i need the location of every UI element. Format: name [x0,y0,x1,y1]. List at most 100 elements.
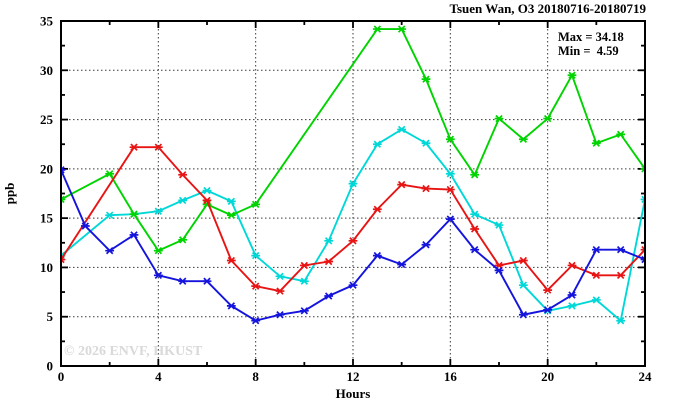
red-series-marker [470,225,480,233]
red-series-marker [543,286,553,294]
x-tick-label: 24 [639,369,653,384]
blue-series-marker [421,241,431,249]
red-series-marker [324,257,334,266]
cyan-series-marker [178,196,188,205]
blue-series-marker [494,266,504,275]
max-annotation: Max = 34.18 [558,30,624,44]
red-series-marker [226,256,236,265]
blue-series-marker [251,316,261,325]
cyan-series-marker [324,237,334,245]
y-axis-label: ppb [2,183,17,205]
green-series-marker [372,25,382,33]
cyan-series-marker [251,251,261,260]
blue-series-marker [129,231,139,239]
red-series-marker [202,196,212,205]
blue-series-marker [616,245,626,254]
x-tick-label: 8 [252,369,259,384]
axis-ticks [60,20,646,367]
blue-series-marker [275,311,285,319]
y-tick-label: 5 [47,309,54,324]
red-series-marker [445,185,455,194]
red-series-marker [299,261,309,270]
red-series-marker [178,171,188,179]
plot-border [60,20,646,367]
x-tick-label: 12 [347,369,360,384]
cyan-series-marker [105,211,115,219]
green-series-line [60,28,646,252]
red-series-marker [397,180,407,189]
green-series-marker [470,171,480,179]
min-annotation: Min = 4.59 [558,44,619,58]
blue-series-marker [226,302,236,310]
green-series-marker [226,211,236,219]
cyan-series-marker [348,179,358,188]
blue-series-marker [348,281,358,289]
cyan-series-marker [591,296,601,304]
blue-series-marker [543,306,553,314]
series-layer [60,25,646,325]
x-tick-label: 16 [444,369,458,384]
x-tick-label: 4 [155,369,162,384]
green-series-marker [153,246,163,255]
green-series-marker [105,170,115,178]
y-tick-label: 15 [40,211,54,226]
cyan-series-marker [470,210,480,218]
blue-series-marker [567,291,577,299]
y-tick-label: 0 [47,359,54,374]
y-tick-label: 20 [40,161,53,176]
red-series-marker [275,287,285,295]
blue-series-marker [591,245,601,254]
red-series-marker [421,184,431,193]
blue-series-marker [470,245,480,254]
cyan-series-marker [202,186,212,195]
blue-series-marker [397,260,407,269]
cyan-series-marker [299,277,309,285]
green-series-marker [397,25,407,33]
blue-series-marker [372,251,382,260]
chart-title: Tsuen Wan, O3 20180716-20180719 [450,1,647,16]
cyan-series-marker [616,317,626,325]
x-tick-label: 20 [541,369,554,384]
green-series-marker [543,114,553,123]
blue-series-markers [60,166,646,325]
cyan-series-marker [445,170,455,178]
blue-series-marker [202,277,212,285]
blue-series-marker [445,215,455,223]
y-tick-label: 10 [40,260,53,275]
cyan-series-marker [421,139,431,147]
y-tick-label: 35 [40,14,54,29]
red-series-marker [616,271,626,280]
red-series-marker [348,237,358,245]
blue-series-marker [153,271,163,280]
green-series-marker [494,114,504,123]
blue-series [60,166,646,325]
red-series-marker [567,261,577,270]
green-series-marker [251,200,261,209]
y-tick-label: 25 [40,112,54,127]
cyan-series-markers [60,125,646,325]
blue-series-marker [518,311,528,319]
cyan-series-marker [567,302,577,310]
blue-series-marker [105,246,115,255]
cyan-series-marker [494,221,504,229]
green-series [60,25,646,255]
red-series-markers [60,143,646,295]
red-series-marker [129,143,139,151]
watermark: © 2026 ENVF, HKUST [64,344,203,359]
gridlines [61,21,645,366]
blue-series-marker [324,292,334,300]
x-tick-label: 0 [58,369,65,384]
green-series-markers [60,25,646,255]
blue-series-marker [299,307,309,315]
cyan-series-marker [226,197,236,206]
blue-series-marker [80,222,90,230]
green-series-marker [129,210,139,218]
green-series-marker [616,130,626,139]
cyan-series-marker [153,207,163,215]
green-series-marker [445,135,455,143]
green-series-marker [421,75,431,83]
green-series-marker [518,135,528,143]
green-series-marker [567,71,577,79]
